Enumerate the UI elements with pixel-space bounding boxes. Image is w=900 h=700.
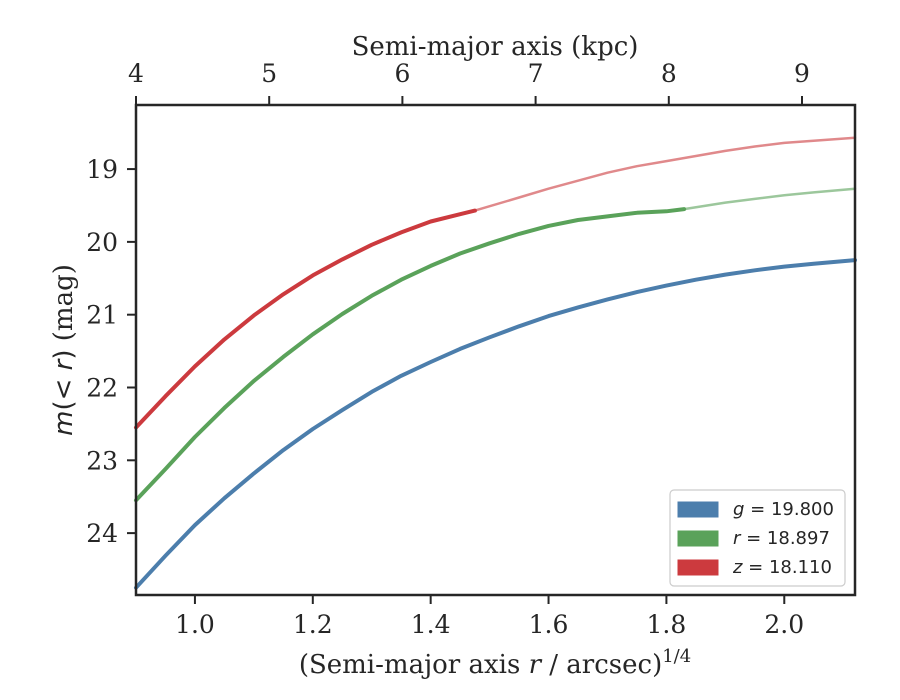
- series-z-extension-line: [473, 136, 857, 212]
- x2-tick-label: 5: [261, 59, 277, 88]
- y-tick-label: 21: [86, 301, 118, 330]
- x-tick-label: 1.8: [647, 610, 687, 639]
- series-g-line: [134, 258, 857, 590]
- top-x-axis-ticks: 4 5 6 7 8 9: [128, 59, 810, 105]
- x-tick-label: 1.6: [529, 610, 569, 639]
- x-tick-label: 1.2: [293, 610, 333, 639]
- x-tick-label: 1.0: [175, 610, 215, 639]
- series-r-extension-line: [682, 187, 857, 211]
- x2-tick-label: 4: [128, 59, 144, 88]
- series-layer: [134, 136, 857, 590]
- series-z-line: [134, 208, 477, 430]
- x-axis-ticks: 1.0 1.2 1.4 1.6 1.8 2.0: [175, 595, 804, 639]
- y-tick-label: 23: [86, 446, 118, 475]
- x2-tick-label: 9: [794, 59, 810, 88]
- legend: g = 19.800 r = 18.897 z = 18.110: [669, 489, 846, 587]
- x-axis-title: (Semi-major axis r / arcsec)1/4: [299, 646, 691, 680]
- legend-label-r: r = 18.897: [733, 528, 830, 549]
- y-tick-label: 24: [86, 519, 118, 548]
- legend-label-z: z = 18.110: [732, 557, 832, 578]
- x2-axis-title: Semi-major axis (kpc): [352, 32, 639, 62]
- x-tick-label: 2.0: [764, 610, 804, 639]
- y-tick-label: 22: [86, 373, 118, 402]
- y-axis-ticks: 19 20 21 22 23 24: [86, 155, 136, 548]
- legend-swatch-g: [677, 501, 719, 518]
- y-axis-title: m(< r) (mag): [49, 264, 79, 436]
- x2-tick-label: 7: [528, 59, 544, 88]
- y-tick-label: 20: [86, 228, 118, 257]
- y-tick-label: 19: [86, 155, 118, 184]
- legend-swatch-r: [677, 530, 719, 547]
- x2-tick-label: 6: [394, 59, 410, 88]
- series-r-line: [134, 207, 687, 503]
- x-tick-label: 1.4: [411, 610, 451, 639]
- x2-tick-label: 8: [661, 59, 677, 88]
- legend-swatch-z: [677, 559, 719, 576]
- legend-label-g: g = 19.800: [733, 499, 834, 520]
- plot-frame: [134, 103, 857, 597]
